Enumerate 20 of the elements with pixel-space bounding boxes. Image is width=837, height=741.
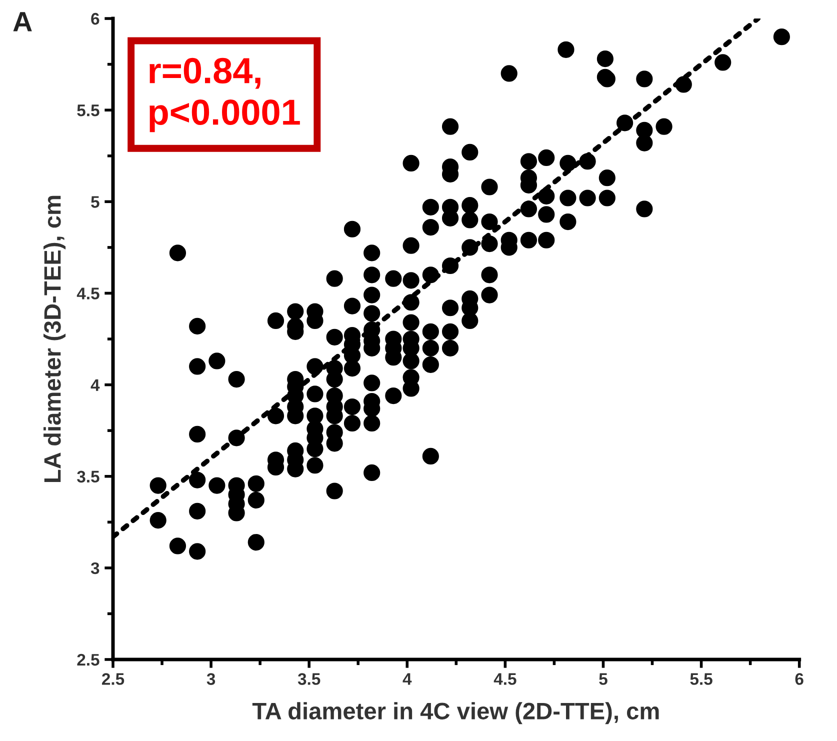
y-tick-label: 5.5 [77,104,100,116]
x-tick-label: 6 [795,673,804,685]
x-tick-label: 2.5 [102,673,124,685]
annotation: r=0.84, p<0.0001 [150,58,300,132]
y-tick-label: 3.5 [77,470,100,483]
y-tick-label: 4.5 [76,288,100,300]
x-tick-label: 4 [402,673,412,685]
x-axis-title: TA diameter in 4C view (2D-TTE), cm [252,702,659,724]
y-axis-title: LA diameter (3D-TEE), cm [44,196,66,482]
y-tick-label: 3 [90,562,100,574]
y-tick-label: 6 [91,12,100,25]
text: A [13,12,32,32]
x-tick-label: 4.5 [494,673,516,685]
x-tick-label: 5.5 [690,673,712,685]
y-tick-label: 4 [90,379,100,391]
x-tick-label: 3 [206,673,216,685]
x-tick-label: 3.5 [298,673,320,685]
y-tick-label: 2.5 [77,654,100,666]
y-tick-label: 5 [91,196,100,208]
x-tick-label: 5 [599,673,608,685]
